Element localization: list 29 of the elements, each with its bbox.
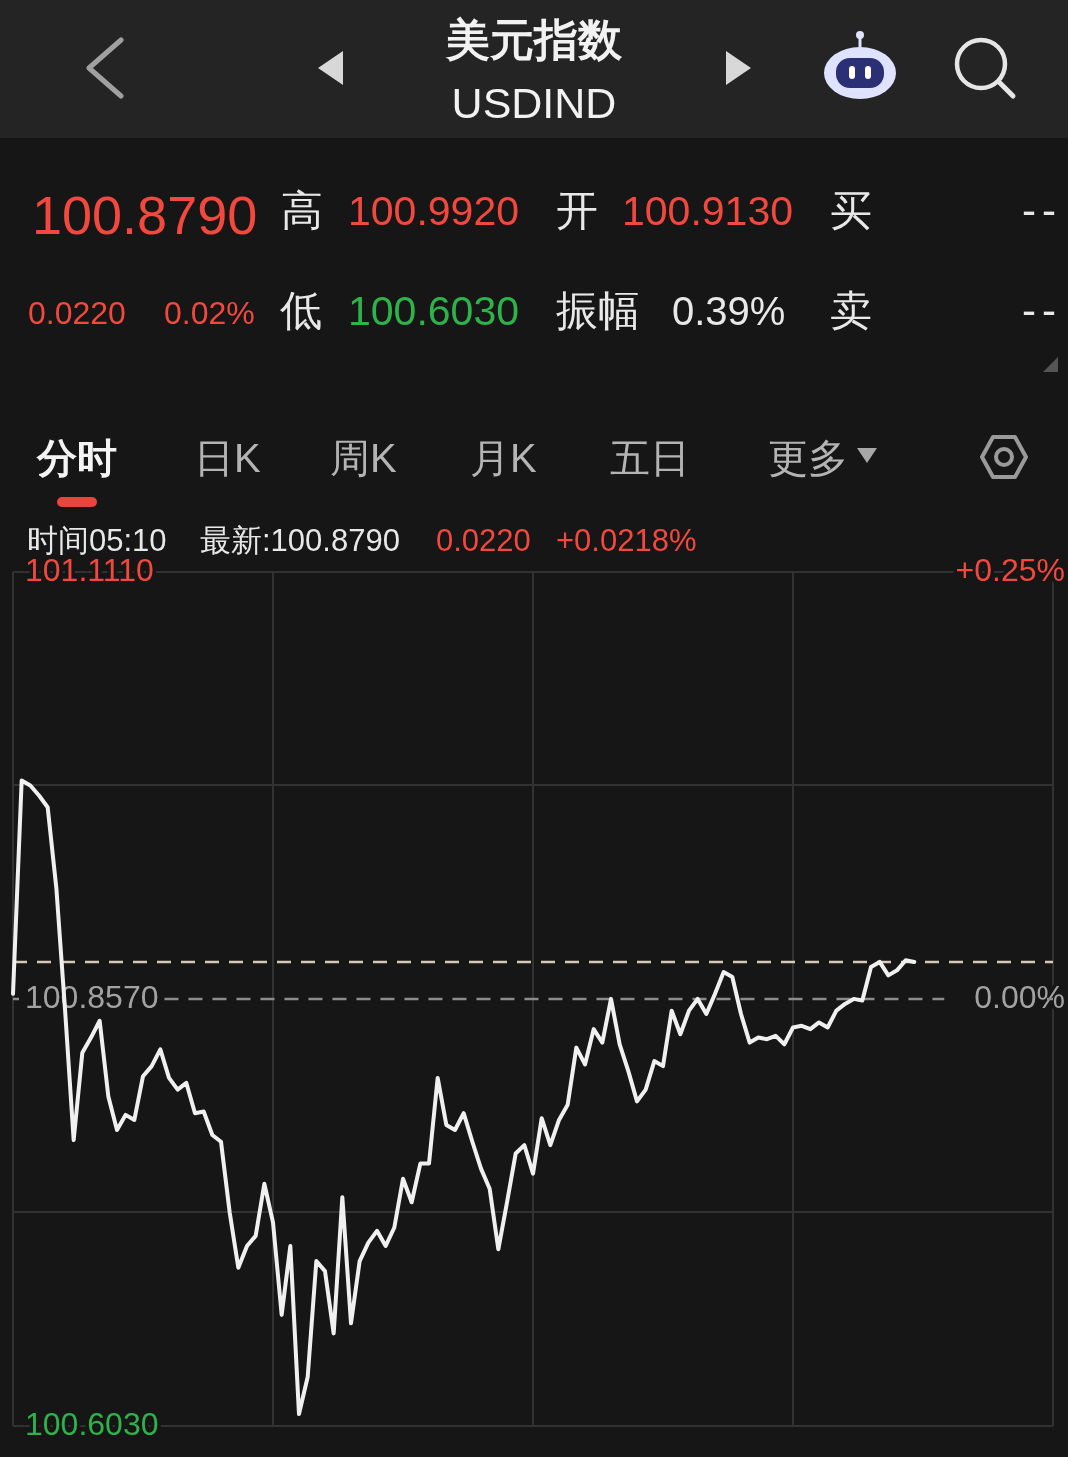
text: 高 <box>281 187 323 234</box>
text: 100.6030 <box>348 287 520 334</box>
text: 0.0220 <box>436 522 531 558</box>
text: 日K <box>194 436 261 480</box>
text: 月K <box>470 436 537 480</box>
text: 五日 <box>610 436 690 480</box>
text: 分时 <box>37 436 117 480</box>
chart-subtitle: USDIND <box>451 78 617 127</box>
text: 0.39% <box>672 289 786 333</box>
text: 0.02% <box>164 295 255 331</box>
text: 开 <box>556 187 598 234</box>
text: -- <box>1022 287 1062 334</box>
text: 买 <box>830 187 872 234</box>
y-tick-label: 100.6030 <box>25 1405 159 1442</box>
y2-tick-label: 0.00% <box>974 978 1065 1015</box>
text: 100.8790 <box>32 185 258 245</box>
text: 更多 <box>768 436 848 480</box>
text: 100.9920 <box>348 187 520 234</box>
y2-tick-label: +0.25% <box>955 551 1065 588</box>
text: 100.9130 <box>622 187 794 234</box>
text: 振幅 <box>556 287 640 334</box>
text: 低 <box>280 287 322 334</box>
text: 周K <box>330 436 397 480</box>
text: +0.0218% <box>556 522 697 558</box>
text: 卖 <box>830 287 872 334</box>
text: -- <box>1022 187 1062 234</box>
text: 0.0220 <box>28 295 126 331</box>
text: 最新:100.8790 <box>200 522 400 558</box>
chart-title: 美元指数 <box>446 15 622 64</box>
